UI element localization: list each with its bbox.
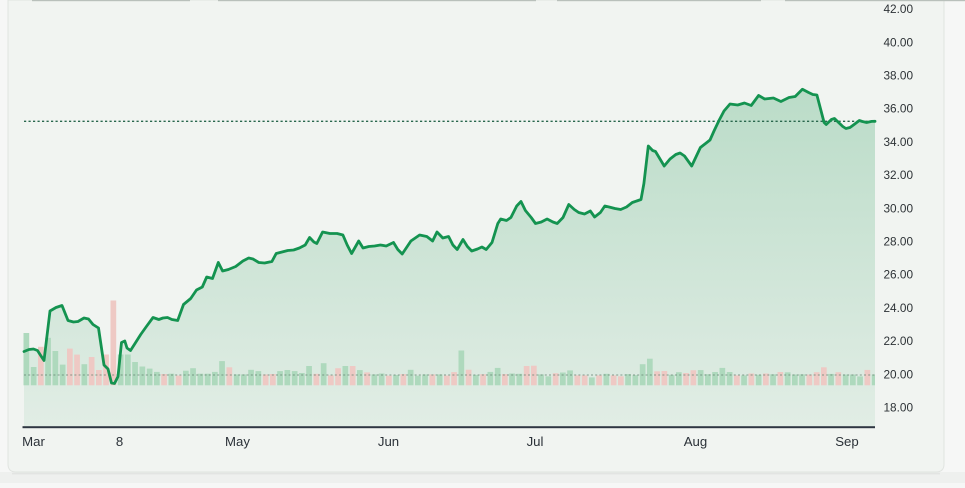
svg-text:22.00: 22.00 xyxy=(884,334,914,348)
svg-text:Sep: Sep xyxy=(835,434,858,449)
svg-text:38.00: 38.00 xyxy=(884,69,914,83)
svg-text:30.00: 30.00 xyxy=(884,201,914,215)
svg-text:26.00: 26.00 xyxy=(884,268,914,282)
svg-text:May: May xyxy=(225,434,250,449)
svg-text:32.00: 32.00 xyxy=(884,168,914,182)
svg-text:8: 8 xyxy=(116,434,123,449)
svg-text:40.00: 40.00 xyxy=(884,35,914,49)
svg-text:34.00: 34.00 xyxy=(884,135,914,149)
svg-text:18.00: 18.00 xyxy=(884,401,914,415)
svg-text:Jul: Jul xyxy=(527,434,544,449)
svg-text:Mar: Mar xyxy=(22,434,45,449)
svg-text:24.00: 24.00 xyxy=(884,301,914,315)
svg-text:Jun: Jun xyxy=(378,434,399,449)
svg-text:Aug: Aug xyxy=(684,434,707,449)
svg-text:36.00: 36.00 xyxy=(884,102,914,116)
svg-text:42.00: 42.00 xyxy=(884,2,914,16)
svg-text:28.00: 28.00 xyxy=(884,235,914,249)
svg-text:20.00: 20.00 xyxy=(884,367,914,381)
